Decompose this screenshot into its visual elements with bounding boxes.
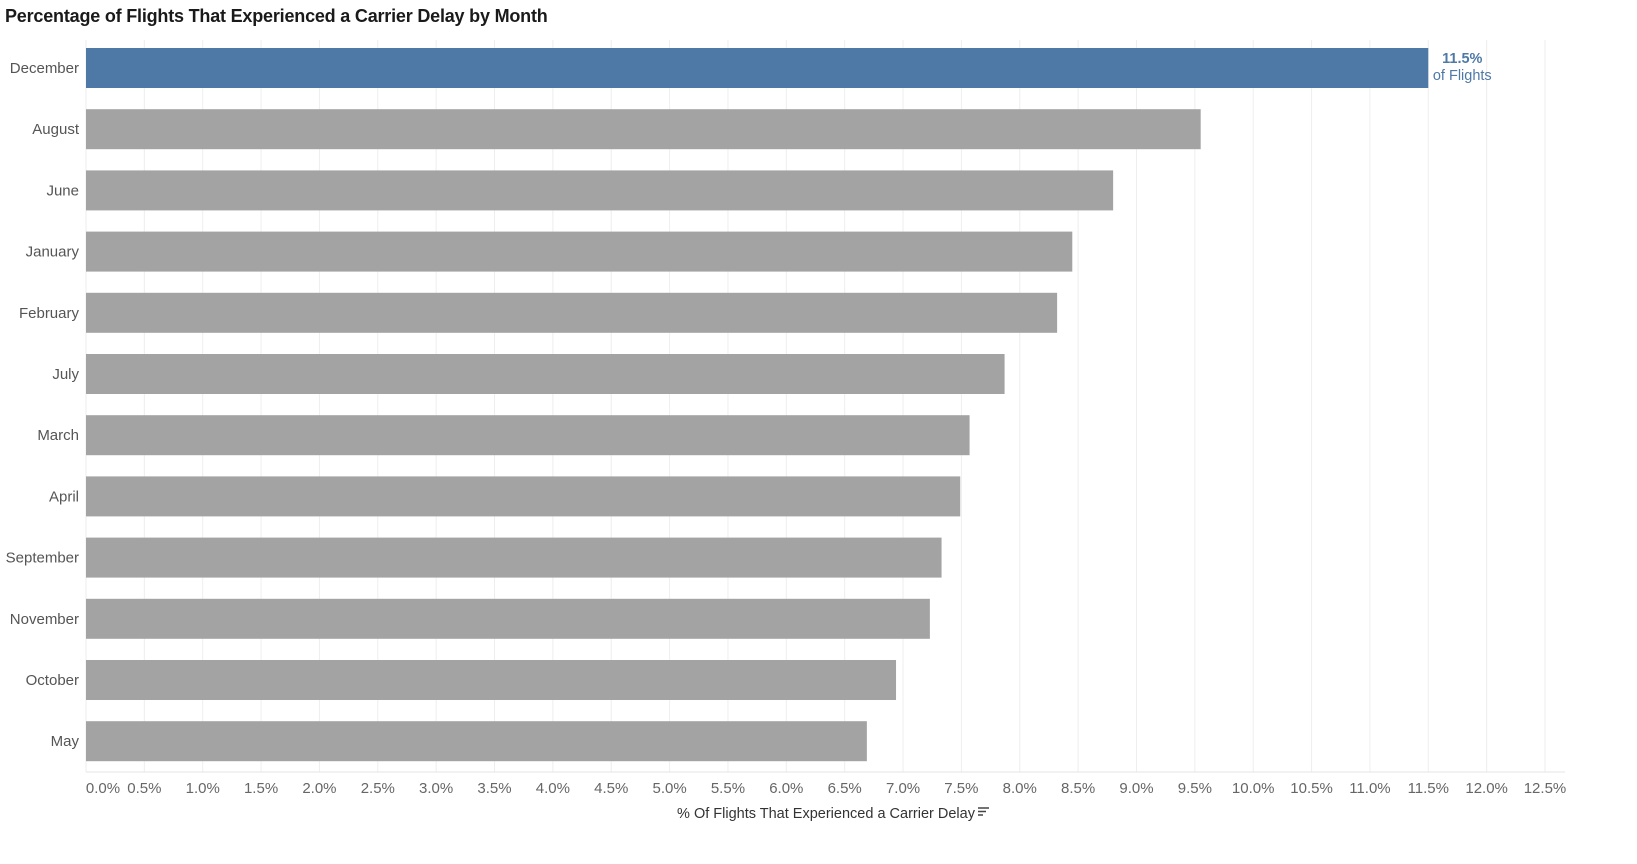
x-axis-title: % Of Flights That Experienced a Carrier … — [677, 806, 976, 822]
x-tick-label: 6.5% — [828, 780, 862, 797]
y-axis-label: November — [10, 611, 79, 628]
x-tick-label: 3.5% — [477, 780, 511, 797]
y-axis-label: May — [51, 733, 80, 750]
x-tick-label: 2.0% — [302, 780, 336, 797]
x-tick-label: 6.0% — [769, 780, 803, 797]
x-tick-label: 9.0% — [1119, 780, 1153, 797]
y-axis-label: February — [19, 305, 80, 322]
highlight-value-label: 11.5% — [1442, 51, 1482, 67]
y-axis-label: September — [6, 550, 79, 567]
x-tick-label: 4.5% — [594, 780, 628, 797]
bar — [86, 354, 1005, 394]
x-tick-label: 1.5% — [244, 780, 278, 797]
sort-icon[interactable] — [978, 807, 989, 816]
x-tick-label: 2.5% — [361, 780, 395, 797]
bar — [86, 660, 897, 700]
y-axis-label: June — [46, 182, 79, 199]
x-tick-label: 9.5% — [1178, 780, 1212, 797]
x-tick-label: 5.0% — [652, 780, 686, 797]
x-tick-label: 11.0% — [1349, 780, 1390, 797]
bar — [86, 292, 1058, 333]
bar — [86, 48, 1429, 88]
bar — [86, 537, 942, 578]
x-tick-label: 4.0% — [536, 780, 570, 797]
chart-title: Percentage of Flights That Experienced a… — [5, 6, 548, 26]
x-axis-title-group: % Of Flights That Experienced a Carrier … — [677, 806, 989, 822]
x-tick-label: 12.5% — [1524, 780, 1567, 797]
y-axis-label: December — [10, 60, 79, 77]
x-axis-ticks: 0.0% 0.5% 1.0% 1.5% 2.0% 2.5% 3.0% 3.5% 4.0% 4.5%… — [86, 780, 1566, 797]
highlight-sub-label: of Flights — [1433, 68, 1492, 84]
x-tick-label: 0.5% — [127, 780, 161, 797]
x-tick-label: 12.0% — [1465, 780, 1508, 797]
x-tick-label: 5.5% — [711, 780, 745, 797]
x-tick-label: 7.0% — [886, 780, 920, 797]
x-tick-label: 10.0% — [1232, 780, 1275, 797]
bar — [86, 415, 970, 456]
x-tick-label: 11.5% — [1408, 780, 1449, 797]
bars — [86, 48, 1429, 762]
y-axis-labels: December August June January February July Mar… — [6, 60, 80, 750]
x-tick-label: 7.5% — [944, 780, 978, 797]
y-axis-label: March — [37, 427, 79, 444]
x-tick-label: 0.0% — [86, 780, 120, 797]
y-axis-label: October — [26, 672, 79, 689]
bar — [86, 721, 867, 762]
x-tick-label: 10.5% — [1290, 780, 1333, 797]
y-axis-label: August — [32, 121, 80, 138]
y-axis-label: April — [49, 488, 79, 505]
bar — [86, 476, 961, 517]
y-axis-label: January — [26, 244, 80, 261]
x-tick-label: 8.0% — [1003, 780, 1037, 797]
y-axis-label: July — [52, 366, 79, 383]
bar — [86, 170, 1114, 211]
x-tick-label: 3.0% — [419, 780, 453, 797]
bar — [86, 231, 1073, 272]
x-tick-label: 1.0% — [186, 780, 220, 797]
gridlines — [85, 40, 1565, 773]
x-tick-label: 8.5% — [1061, 780, 1095, 797]
bar — [86, 109, 1201, 150]
bar — [86, 598, 930, 639]
annotation: 11.5%of Flights — [1433, 51, 1492, 84]
